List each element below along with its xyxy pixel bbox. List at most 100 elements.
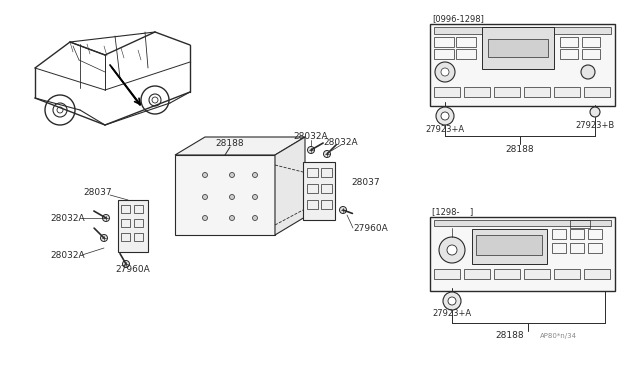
Bar: [588, 229, 602, 239]
Bar: [321, 168, 332, 177]
Bar: [494, 269, 520, 279]
Circle shape: [152, 97, 158, 103]
Bar: [307, 200, 318, 209]
Bar: [570, 220, 590, 228]
Bar: [560, 49, 578, 59]
Text: [1298-    ]: [1298- ]: [432, 208, 473, 217]
Bar: [552, 243, 566, 253]
Text: [0996-1298]: [0996-1298]: [432, 15, 484, 23]
Bar: [134, 205, 143, 213]
Bar: [554, 269, 580, 279]
Bar: [121, 205, 130, 213]
Text: 28032A: 28032A: [324, 138, 358, 147]
Text: 28032A: 28032A: [294, 131, 328, 141]
Text: AP80*n/34: AP80*n/34: [540, 333, 577, 339]
Polygon shape: [175, 137, 305, 155]
Bar: [524, 87, 550, 97]
Bar: [307, 168, 318, 177]
Bar: [582, 49, 600, 59]
Circle shape: [436, 107, 454, 125]
Bar: [321, 184, 332, 193]
Circle shape: [230, 173, 234, 177]
Text: 27960A: 27960A: [353, 224, 388, 232]
Text: 28188: 28188: [216, 138, 244, 148]
Text: 28037: 28037: [84, 187, 112, 196]
Text: 27923+B: 27923+B: [575, 121, 614, 129]
Circle shape: [57, 107, 63, 113]
Bar: [430, 217, 615, 291]
Bar: [570, 229, 584, 239]
Bar: [434, 269, 460, 279]
Circle shape: [443, 292, 461, 310]
Polygon shape: [275, 137, 305, 235]
Bar: [494, 87, 520, 97]
Bar: [430, 24, 615, 106]
Circle shape: [447, 245, 457, 255]
Bar: [456, 49, 476, 59]
Bar: [434, 37, 454, 47]
Bar: [456, 37, 476, 47]
Bar: [434, 87, 460, 97]
Bar: [476, 235, 542, 255]
Bar: [175, 155, 275, 235]
Circle shape: [45, 95, 75, 125]
Circle shape: [590, 107, 600, 117]
Bar: [121, 219, 130, 227]
Text: 27923+A: 27923+A: [426, 125, 465, 134]
Bar: [464, 269, 490, 279]
Circle shape: [202, 215, 207, 221]
Text: 28032A: 28032A: [51, 214, 85, 222]
Bar: [560, 37, 578, 47]
Bar: [582, 37, 600, 47]
Bar: [134, 233, 143, 241]
Bar: [307, 184, 318, 193]
Bar: [584, 269, 610, 279]
Circle shape: [439, 237, 465, 263]
Circle shape: [441, 112, 449, 120]
Circle shape: [253, 215, 257, 221]
Circle shape: [230, 195, 234, 199]
Bar: [570, 243, 584, 253]
Circle shape: [307, 147, 314, 154]
Text: 28188: 28188: [496, 331, 524, 340]
Text: 28188: 28188: [506, 144, 534, 154]
Bar: [488, 39, 548, 57]
Bar: [472, 229, 547, 264]
Bar: [434, 49, 454, 59]
Circle shape: [253, 173, 257, 177]
Circle shape: [448, 297, 456, 305]
Text: 28032A: 28032A: [51, 250, 85, 260]
Bar: [303, 162, 335, 220]
Circle shape: [102, 215, 109, 221]
Bar: [434, 220, 611, 226]
Bar: [321, 200, 332, 209]
Text: 27923+A: 27923+A: [433, 310, 472, 318]
Circle shape: [441, 68, 449, 76]
Circle shape: [53, 103, 67, 117]
Bar: [554, 87, 580, 97]
Circle shape: [339, 206, 346, 214]
Circle shape: [100, 234, 108, 241]
Bar: [588, 243, 602, 253]
Circle shape: [202, 173, 207, 177]
Bar: [434, 27, 611, 34]
Bar: [552, 229, 566, 239]
Bar: [584, 87, 610, 97]
Circle shape: [149, 94, 161, 106]
Circle shape: [323, 151, 330, 157]
Circle shape: [122, 260, 129, 267]
Circle shape: [202, 195, 207, 199]
Circle shape: [435, 62, 455, 82]
Text: 27960A: 27960A: [116, 266, 150, 275]
Bar: [482, 27, 554, 69]
Bar: [118, 200, 148, 252]
Bar: [134, 219, 143, 227]
Circle shape: [581, 65, 595, 79]
Circle shape: [253, 195, 257, 199]
Bar: [524, 269, 550, 279]
Circle shape: [230, 215, 234, 221]
Bar: [464, 87, 490, 97]
Text: 28037: 28037: [351, 177, 380, 186]
Circle shape: [141, 86, 169, 114]
Bar: [121, 233, 130, 241]
